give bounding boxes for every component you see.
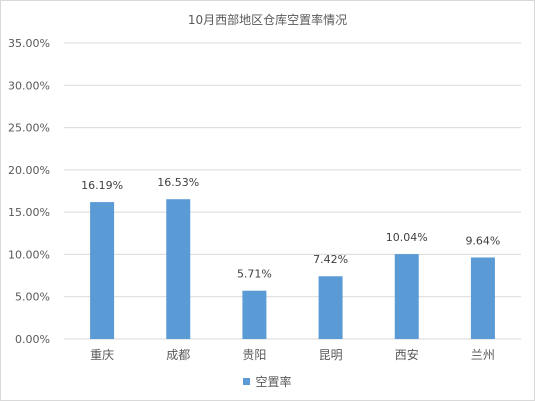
data-label: 9.64% (465, 234, 500, 247)
x-category-label: 昆明 (319, 348, 343, 362)
x-category-label: 贵阳 (242, 348, 266, 362)
y-tick-label: 5.00% (15, 291, 50, 304)
y-tick-label: 10.00% (8, 248, 50, 261)
bar (470, 257, 495, 339)
data-label: 16.19% (81, 179, 123, 192)
legend: 空置率 (1, 373, 534, 390)
legend-label: 空置率 (255, 375, 292, 389)
bar (318, 276, 343, 339)
y-tick-label: 0.00% (15, 333, 50, 346)
y-tick-label: 35.00% (8, 37, 50, 50)
y-tick-label: 15.00% (8, 206, 50, 219)
data-label: 10.04% (386, 231, 428, 244)
bar (90, 202, 115, 339)
bar (166, 199, 191, 339)
data-label: 16.53% (157, 176, 199, 189)
y-tick-label: 25.00% (8, 122, 50, 135)
bar (242, 290, 267, 339)
x-category-label: 兰州 (471, 348, 495, 362)
legend-swatch (243, 378, 251, 385)
data-label: 5.71% (237, 268, 272, 281)
x-category-label: 西安 (395, 347, 419, 362)
data-label: 7.42% (313, 253, 348, 266)
y-tick-label: 20.00% (8, 164, 50, 177)
bar (394, 254, 419, 339)
y-tick-label: 30.00% (8, 79, 50, 92)
chart-title: 10月西部地区仓库空置率情况 (187, 13, 348, 27)
x-category-label: 成都 (166, 348, 190, 362)
x-category-label: 重庆 (90, 348, 114, 362)
